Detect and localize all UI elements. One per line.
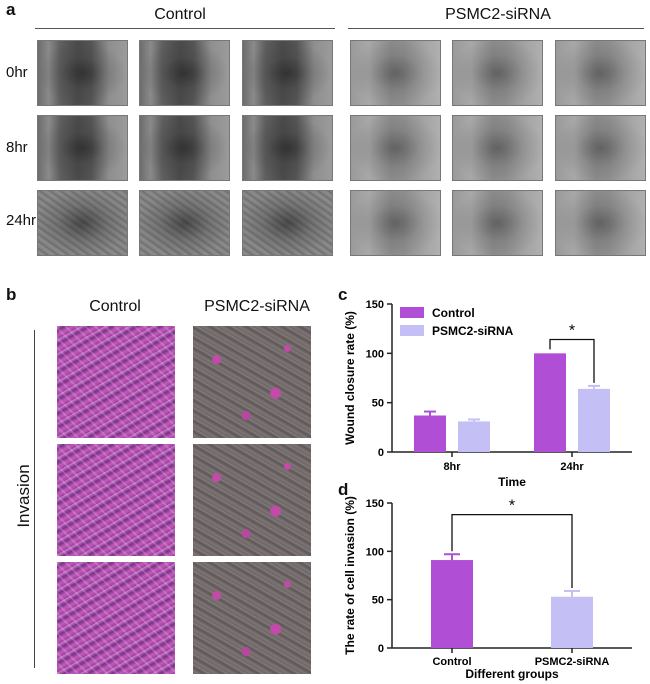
wound-image-control-8hr-2 xyxy=(139,115,230,181)
c-legend-swatch xyxy=(400,325,424,336)
wound-image-sirna-8hr-1 xyxy=(350,115,441,181)
wound-image-sirna-24hr-2 xyxy=(452,190,543,256)
c-bar-psmc2-sirna xyxy=(578,388,610,452)
panel-a-sirna-rule xyxy=(348,28,644,29)
c-bar-psmc2-sirna xyxy=(458,421,490,452)
wound-image-control-0hr-3 xyxy=(242,40,333,106)
wound-image-sirna-8hr-3 xyxy=(555,115,646,181)
invasion-image-sirna-3 xyxy=(193,562,311,674)
panel-b-sirna-heading: PSMC2-siRNA xyxy=(204,298,310,315)
cell-invasion-chart: 0 50 100 150 The rate of cell invasion (%) Di… xyxy=(343,496,632,681)
invasion-bracket-line xyxy=(34,330,35,668)
d-y-tick-label: 50 xyxy=(372,595,384,607)
c-significance-star: * xyxy=(569,323,575,340)
wound-image-control-0hr-1 xyxy=(37,40,128,106)
c-y-tick-label: 100 xyxy=(366,348,384,360)
d-y-axis-label: The rate of cell invasion (%) xyxy=(343,496,357,655)
wound-image-sirna-24hr-3 xyxy=(555,190,646,256)
panel-b-control-heading: Control xyxy=(89,298,141,315)
wound-image-sirna-0hr-3 xyxy=(555,40,646,106)
d-significance-bracket xyxy=(451,513,573,588)
invasion-image-control-1 xyxy=(57,326,175,438)
c-y-axis-label: Wound closure rate (%) xyxy=(343,311,357,445)
c-legend-swatch xyxy=(400,307,424,318)
d-bar-control xyxy=(431,560,473,648)
c-bar-control xyxy=(534,353,566,452)
wound-image-sirna-8hr-2 xyxy=(452,115,543,181)
c-x-tick-label: 8hr xyxy=(443,461,461,473)
d-x-axis-label: Different groups xyxy=(465,667,559,681)
c-x-axis-label: Time xyxy=(498,475,526,489)
c-legend-label: Control xyxy=(432,306,475,320)
d-x-tick-label: Control xyxy=(432,656,471,668)
row-label-8hr: 8hr xyxy=(6,139,28,156)
wound-image-sirna-0hr-2 xyxy=(452,40,543,106)
c-y-tick-label: 50 xyxy=(372,398,384,410)
invasion-image-control-2 xyxy=(57,444,175,556)
invasion-image-sirna-1 xyxy=(193,326,311,438)
d-bar-psmc2-sirna xyxy=(551,596,593,648)
c-x-tick-label: 24hr xyxy=(560,461,584,473)
wound-image-control-24hr-1 xyxy=(37,190,128,256)
d-y-tick-label: 100 xyxy=(366,546,384,558)
panel-b-letter: b xyxy=(6,285,17,304)
wound-image-sirna-0hr-1 xyxy=(350,40,441,106)
d-y-tick-label: 150 xyxy=(366,498,384,510)
panel-d-letter: d xyxy=(338,480,349,499)
wound-image-control-8hr-1 xyxy=(37,115,128,181)
d-x-tick-label: PSMC2-siRNA xyxy=(535,656,610,668)
invasion-side-label: Invasion xyxy=(14,464,33,528)
panel-c-letter: c xyxy=(338,285,348,304)
row-label-0hr: 0hr xyxy=(6,64,28,81)
wound-image-sirna-24hr-1 xyxy=(350,190,441,256)
panel-a-control-rule xyxy=(35,28,335,29)
wound-image-control-24hr-2 xyxy=(139,190,230,256)
row-label-24hr: 24hr xyxy=(6,212,37,229)
wound-image-control-24hr-3 xyxy=(242,190,333,256)
c-significance-bracket xyxy=(549,338,595,383)
c-y-tick-label: 150 xyxy=(366,299,384,311)
wound-closure-chart: 0 50 100 150 Wound closure rate (%) Time 8hr 24… xyxy=(343,299,632,489)
panel-a-letter: a xyxy=(6,0,16,19)
c-bar-control xyxy=(414,415,446,452)
invasion-image-control-3 xyxy=(57,562,175,674)
wound-image-control-0hr-2 xyxy=(139,40,230,106)
panel-a-sirna-heading: PSMC2-siRNA xyxy=(445,6,551,23)
panel-a-control-heading: Control xyxy=(154,6,206,23)
c-y-tick-label: 0 xyxy=(378,447,384,459)
wound-image-control-8hr-3 xyxy=(242,115,333,181)
c-legend-label: PSMC2-siRNA xyxy=(432,324,514,338)
d-y-tick-label: 0 xyxy=(378,643,384,655)
invasion-image-sirna-2 xyxy=(193,444,311,556)
d-significance-star: * xyxy=(509,498,515,515)
